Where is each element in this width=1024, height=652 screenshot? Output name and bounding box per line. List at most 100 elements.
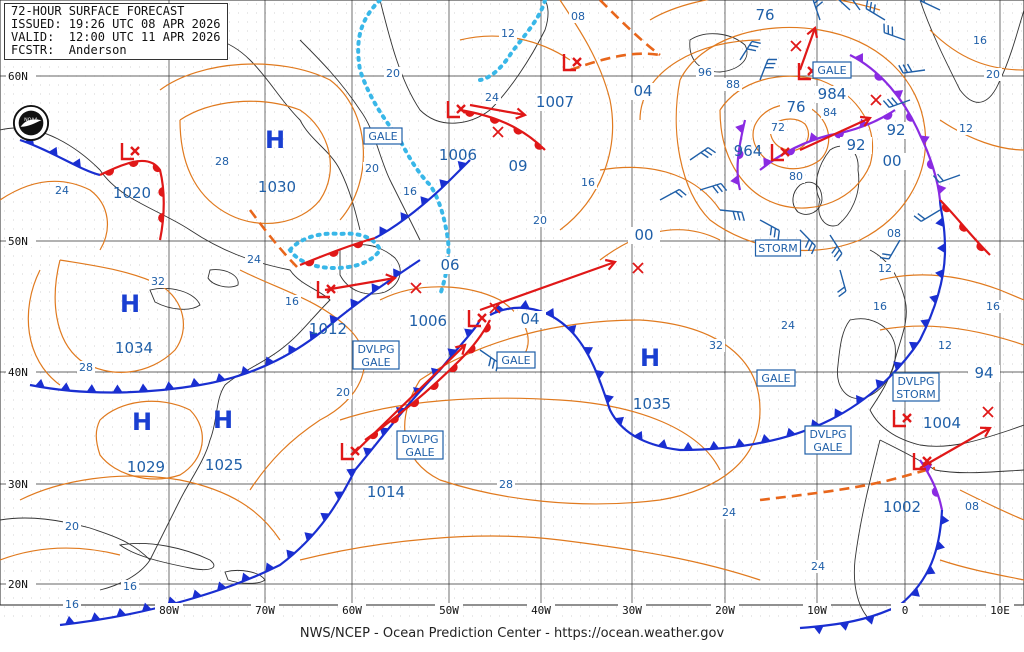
isobar-label: 20: [65, 520, 79, 533]
isobar-label-bg: [871, 300, 889, 313]
front-pip: [567, 324, 577, 335]
isobar-label: 16: [123, 580, 137, 593]
front-cold-0: [19, 138, 101, 177]
isobar-label-bg: [984, 300, 1002, 313]
isobar-label: 28: [79, 361, 93, 374]
wind-barb-0: [812, 0, 824, 21]
front-pip: [420, 196, 430, 206]
isobar-label: 16: [986, 300, 1000, 313]
low-center-symbol: [892, 410, 912, 428]
front-pip: [158, 187, 164, 197]
isobar-16: [675, 26, 927, 251]
isobar-label-bg: [984, 68, 1002, 81]
isobar-label-bg: [780, 99, 812, 116]
wind-barb-17: [879, 239, 901, 260]
front-pip: [926, 565, 936, 575]
front-pip: [834, 132, 844, 139]
isobar-label: 80: [789, 170, 803, 183]
isobar-22: [929, 29, 1024, 71]
forecast-title: 72-HOUR SURFACE FORECAST: [11, 4, 185, 18]
lon-label-bg: [891, 603, 919, 617]
front-pip: [34, 378, 45, 388]
wind-barb-1: [838, 0, 851, 11]
isobar-label: 06: [440, 256, 459, 274]
lon-label: 20W: [715, 604, 735, 617]
front-pip: [457, 160, 467, 171]
high-centers: H 1030 H 1034 H 1029 H 1025 H 1035: [115, 126, 671, 476]
front-pip: [164, 381, 175, 390]
wind-barb-6: [689, 147, 716, 161]
forecast-x-5: [870, 94, 882, 106]
lat-label-bg: [6, 69, 36, 82]
isobar-label-bg: [121, 580, 139, 593]
front-pip: [90, 612, 101, 621]
lon-label: 30W: [622, 604, 642, 617]
high-center-pressure: 1035: [633, 395, 671, 413]
isobar-label-bg: [514, 311, 546, 328]
trough-0: [248, 209, 301, 271]
front-pip: [449, 363, 458, 373]
front-pip: [633, 430, 643, 441]
isobar-label-bg: [434, 257, 466, 274]
front-pip: [935, 217, 944, 228]
front-pip: [320, 512, 330, 522]
front-pip: [112, 384, 123, 393]
wind-barbs: [479, 0, 961, 372]
fronts: [19, 53, 991, 635]
coastline-ireland: [792, 181, 823, 215]
front-pip: [464, 110, 475, 117]
isobar-label-bg: [769, 121, 787, 134]
coastline-scandinavia: [919, 0, 1024, 103]
low-center-symbol: [467, 310, 487, 328]
isobar-label: 20: [533, 214, 547, 227]
isobar-label: 72: [771, 121, 785, 134]
isobar-10: [404, 319, 761, 505]
front-pip: [447, 348, 457, 358]
front-pip: [513, 127, 523, 135]
front-pip: [735, 123, 745, 134]
isobar-label-bg: [696, 66, 714, 79]
front-pip: [353, 241, 364, 249]
front-pip: [334, 491, 344, 501]
isobar-label-bg: [579, 176, 597, 189]
warning-text: GALE: [501, 354, 530, 367]
map-border: [0, 0, 1024, 606]
svg-text:NOAA: NOAA: [24, 117, 39, 123]
front-pip: [839, 621, 850, 631]
warning-text-line: DVLPG: [809, 428, 846, 441]
ice-edge: [287, 0, 547, 297]
isobar-label: 08: [965, 500, 979, 513]
isobar-label-bg: [749, 7, 781, 24]
front-pip: [735, 438, 746, 447]
front-pip: [737, 149, 744, 160]
isobar-label: 00: [634, 226, 653, 244]
isobar-label: 16: [403, 185, 417, 198]
wind-barb-11: [829, 234, 843, 262]
footer-credit: NWS/NCEP - Ocean Prediction Center - htt…: [299, 626, 725, 641]
low-center-symbol: [446, 101, 466, 119]
low-center-pressure: 1006: [409, 312, 447, 330]
isobar-20: [649, 0, 881, 21]
front-pip: [709, 440, 720, 450]
lat-label-bg: [6, 577, 36, 590]
front-pip: [350, 298, 360, 309]
lon-label-bg: [711, 603, 739, 617]
coastline-hispaniola: [224, 569, 266, 584]
low-center-pressure: 1002: [883, 498, 921, 516]
front-pip: [86, 384, 97, 393]
warning-text-line: GALE: [361, 356, 390, 369]
warning-text-line: GALE: [405, 446, 434, 459]
front-pip: [128, 160, 139, 167]
lon-label-bg: [435, 603, 463, 617]
front-pip: [760, 434, 771, 443]
warning-box: [352, 340, 400, 370]
low-center-symbol: [340, 443, 360, 461]
low-center-pressure: 964: [734, 142, 763, 160]
isobar-label: 32: [151, 275, 165, 288]
wind-barb-15: [837, 269, 847, 298]
isobar-label-bg: [483, 91, 501, 104]
lat-label: 40N: [8, 366, 28, 379]
front-pip: [363, 447, 373, 457]
low-center-pressure: 1004: [923, 414, 961, 432]
lon-label-bg: [986, 603, 1014, 617]
